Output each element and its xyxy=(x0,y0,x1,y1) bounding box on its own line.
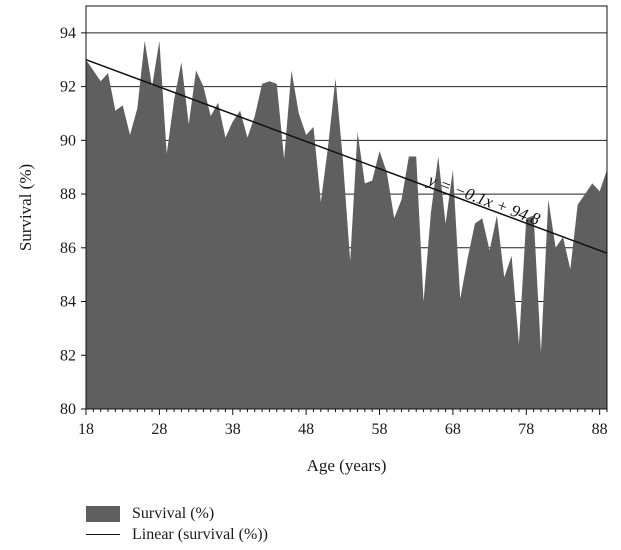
legend-label-survival: Survival (%) xyxy=(132,504,215,522)
x-tick-label-68: 68 xyxy=(445,421,461,438)
y-tick-label-86: 86 xyxy=(60,240,76,257)
y-tick-label-82: 82 xyxy=(60,347,76,364)
x-tick-label-78: 78 xyxy=(518,421,534,438)
legend-label-linear: Linear (survival (%)) xyxy=(132,525,268,543)
linear-trendline xyxy=(85,59,608,254)
y-tick-label-80: 80 xyxy=(60,401,76,418)
y-tick-label-84: 84 xyxy=(60,294,76,311)
x-tick-label-18: 18 xyxy=(78,421,94,438)
y-tick-label-88: 88 xyxy=(60,186,76,203)
x-tick-label-38: 38 xyxy=(225,421,241,438)
y-axis-title: Survival (%) xyxy=(16,164,35,251)
y-tick-label-94: 94 xyxy=(60,25,76,42)
x-axis-ticks: 18 28 38 48 58 68 78 88 xyxy=(78,409,608,438)
legend-item-survival: Survival (%) xyxy=(86,503,268,524)
legend: Survival (%) Linear (survival (%)) xyxy=(86,503,268,545)
y-tick-label-90: 90 xyxy=(60,132,76,149)
survival-area xyxy=(86,40,607,410)
x-axis-title: Age (years) xyxy=(307,456,387,475)
x-tick-label-28: 28 xyxy=(151,421,167,438)
y-axis-ticks: 80 82 84 86 88 90 92 94 xyxy=(60,25,86,418)
plot-frame xyxy=(85,5,608,410)
x-tick-label-48: 48 xyxy=(298,421,314,438)
x-tick-label-88: 88 xyxy=(592,421,608,438)
y-tick-label-92: 92 xyxy=(60,79,76,96)
x-tick-label-58: 58 xyxy=(372,421,388,438)
legend-line-swatch xyxy=(86,534,120,535)
legend-item-linear: Linear (survival (%)) xyxy=(86,524,268,545)
legend-area-swatch xyxy=(86,505,120,522)
